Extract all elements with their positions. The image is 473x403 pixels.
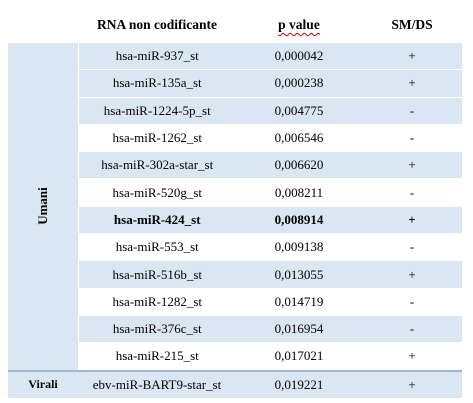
- header-row: RNA non codificante p value SM/DS: [8, 8, 462, 43]
- rna-cell: hsa-miR-937_st: [78, 42, 236, 71]
- smds-header: SM/DS: [362, 8, 462, 43]
- rna-cell: ebv-miR-BART9-star_st: [78, 369, 236, 399]
- table-row-highlighted: hsa-miR-424_st 0,008914 +: [8, 206, 462, 235]
- table-row: hsa-miR-553_st 0,009138 -: [8, 233, 462, 262]
- table-row: hsa-miR-1224-5p_st 0,004775 -: [8, 97, 462, 125]
- sign-cell: -: [362, 124, 462, 153]
- table-row: hsa-miR-135a_st 0,000238 +: [8, 69, 462, 98]
- group-header: [8, 8, 78, 43]
- rna-header: RNA non codificante: [78, 8, 236, 43]
- table-row: Umani hsa-miR-937_st 0,000042 +: [8, 42, 462, 372]
- sign-cell: -: [362, 233, 462, 262]
- group-label-virali: Virali: [8, 369, 78, 399]
- pvalue-cell: 0,006620: [236, 151, 362, 180]
- sign-cell: +: [362, 69, 462, 98]
- sign-cell: +: [362, 42, 462, 71]
- pvalue-cell: 0,008914: [236, 206, 362, 235]
- mirna-table: RNA non codificante p value SM/DS Umani …: [8, 8, 462, 399]
- rna-cell: hsa-miR-516b_st: [78, 260, 236, 289]
- sign-cell: +: [362, 342, 462, 372]
- rna-cell: hsa-miR-1282_st: [78, 288, 236, 316]
- sign-cell: +: [362, 151, 462, 180]
- pvalue-cell: 0,000238: [236, 69, 362, 98]
- rna-cell: hsa-miR-1224-5p_st: [78, 97, 236, 125]
- sign-cell: +: [362, 206, 462, 235]
- table-row: hsa-miR-516b_st 0,013055 +: [8, 260, 462, 289]
- table-row: hsa-miR-1282_st 0,014719 -: [8, 288, 462, 316]
- sign-cell: -: [362, 178, 462, 207]
- pvalue-cell: 0,009138: [236, 233, 362, 262]
- rna-cell: hsa-miR-424_st: [78, 206, 236, 235]
- pvalue-cell: 0,017021: [236, 342, 362, 372]
- pvalue-header-label: p value: [278, 17, 320, 32]
- pvalue-cell: 0,008211: [236, 178, 362, 207]
- table-row: hsa-miR-376c_st 0,016954 -: [8, 315, 462, 344]
- pvalue-cell: 0,019221: [236, 369, 362, 399]
- rna-cell: hsa-miR-215_st: [78, 342, 236, 372]
- pvalue-cell: 0,014719: [236, 288, 362, 316]
- group-label-umani: Umani: [8, 42, 79, 372]
- sign-cell: +: [362, 260, 462, 289]
- sign-cell: +: [362, 369, 462, 399]
- group-label-umani-text: Umani: [34, 187, 50, 226]
- pvalue-cell: 0,006546: [236, 124, 362, 153]
- table-row: hsa-miR-1262_st 0,006546 -: [8, 124, 462, 153]
- rna-cell: hsa-miR-135a_st: [78, 69, 236, 98]
- pvalue-cell: 0,000042: [236, 42, 362, 71]
- pvalue-cell: 0,004775: [236, 97, 362, 125]
- rna-cell: hsa-miR-520g_st: [78, 178, 236, 207]
- sign-cell: -: [362, 97, 462, 125]
- table-row: hsa-miR-302a-star_st 0,006620 +: [8, 151, 462, 180]
- pvalue-header: p value: [236, 8, 362, 43]
- rna-cell: hsa-miR-376c_st: [78, 315, 236, 344]
- sign-cell: -: [362, 315, 462, 344]
- rna-cell: hsa-miR-553_st: [78, 233, 236, 262]
- pvalue-cell: 0,013055: [236, 260, 362, 289]
- pvalue-cell: 0,016954: [236, 315, 362, 344]
- table-row: Virali ebv-miR-BART9-star_st 0,019221 +: [8, 369, 462, 399]
- rna-cell: hsa-miR-302a-star_st: [78, 151, 236, 180]
- sign-cell: -: [362, 288, 462, 316]
- table-row: hsa-miR-520g_st 0,008211 -: [8, 178, 462, 207]
- rna-cell: hsa-miR-1262_st: [78, 124, 236, 153]
